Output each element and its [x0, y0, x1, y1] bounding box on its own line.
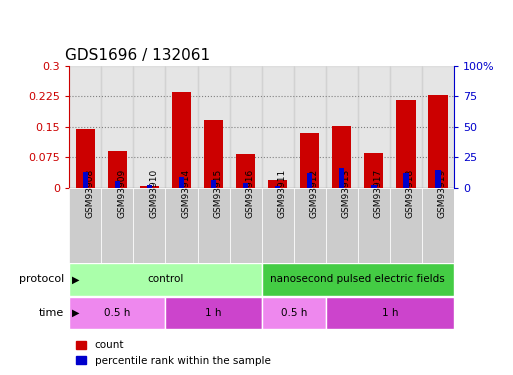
Bar [115, 182, 120, 188]
Bar [307, 173, 312, 188]
Text: GSM93908: GSM93908 [85, 169, 94, 218]
Bar [422, 188, 454, 262]
Text: GSM93917: GSM93917 [374, 169, 383, 218]
Text: GSM93916: GSM93916 [246, 169, 254, 218]
Text: GSM93918: GSM93918 [406, 169, 415, 218]
Bar [211, 180, 216, 188]
Bar [422, 66, 454, 188]
Bar [76, 129, 95, 188]
Text: 1 h: 1 h [205, 308, 222, 318]
Bar [69, 297, 165, 329]
Text: 0.5 h: 0.5 h [281, 308, 307, 318]
Bar [172, 92, 191, 188]
Text: GSM93910: GSM93910 [149, 169, 159, 218]
Bar [435, 170, 441, 188]
Bar [204, 120, 223, 188]
Bar [133, 188, 165, 262]
Text: time: time [39, 308, 64, 318]
Text: control: control [147, 274, 184, 284]
Bar [179, 177, 184, 188]
Legend: count, percentile rank within the sample: count, percentile rank within the sample [72, 336, 275, 370]
Bar [69, 188, 102, 262]
Bar [326, 297, 454, 329]
Bar [339, 168, 344, 188]
Bar [165, 188, 198, 262]
Bar [364, 153, 383, 188]
Bar [396, 100, 416, 188]
Text: 0.5 h: 0.5 h [104, 308, 130, 318]
Bar [293, 66, 326, 188]
Bar [268, 180, 287, 188]
Bar [243, 183, 248, 188]
Bar [332, 126, 351, 188]
Bar [300, 133, 319, 188]
Text: ▶: ▶ [72, 274, 80, 284]
Bar [293, 188, 326, 262]
Bar [358, 66, 390, 188]
Bar [83, 172, 88, 188]
Text: GSM93911: GSM93911 [278, 169, 287, 218]
Bar [108, 151, 127, 188]
Bar [165, 66, 198, 188]
Bar [371, 185, 377, 188]
Bar [165, 297, 262, 329]
Bar [403, 173, 408, 188]
Text: protocol: protocol [19, 274, 64, 284]
Bar [262, 188, 293, 262]
Text: GSM93919: GSM93919 [438, 169, 447, 218]
Bar [390, 188, 422, 262]
Text: 1 h: 1 h [382, 308, 398, 318]
Text: GSM93915: GSM93915 [213, 169, 223, 218]
Bar [229, 188, 262, 262]
Bar [102, 66, 133, 188]
Bar [262, 297, 326, 329]
Bar [428, 95, 447, 188]
Bar [390, 66, 422, 188]
Bar [102, 188, 133, 262]
Text: ▶: ▶ [72, 308, 80, 318]
Text: GDS1696 / 132061: GDS1696 / 132061 [66, 48, 210, 63]
Bar [358, 188, 390, 262]
Bar [198, 188, 229, 262]
Bar [198, 66, 229, 188]
Bar [326, 66, 358, 188]
Bar [326, 188, 358, 262]
Text: GSM93913: GSM93913 [342, 169, 351, 218]
Bar [262, 66, 293, 188]
Bar [275, 186, 280, 188]
Bar [262, 263, 454, 296]
Text: GSM93914: GSM93914 [182, 169, 190, 218]
Text: GSM93912: GSM93912 [310, 169, 319, 218]
Bar [69, 66, 102, 188]
Bar [229, 66, 262, 188]
Bar [69, 263, 262, 296]
Text: GSM93909: GSM93909 [117, 169, 126, 218]
Bar [133, 66, 165, 188]
Bar [147, 185, 152, 188]
Bar [140, 186, 159, 188]
Text: nanosecond pulsed electric fields: nanosecond pulsed electric fields [270, 274, 445, 284]
Bar [236, 154, 255, 188]
